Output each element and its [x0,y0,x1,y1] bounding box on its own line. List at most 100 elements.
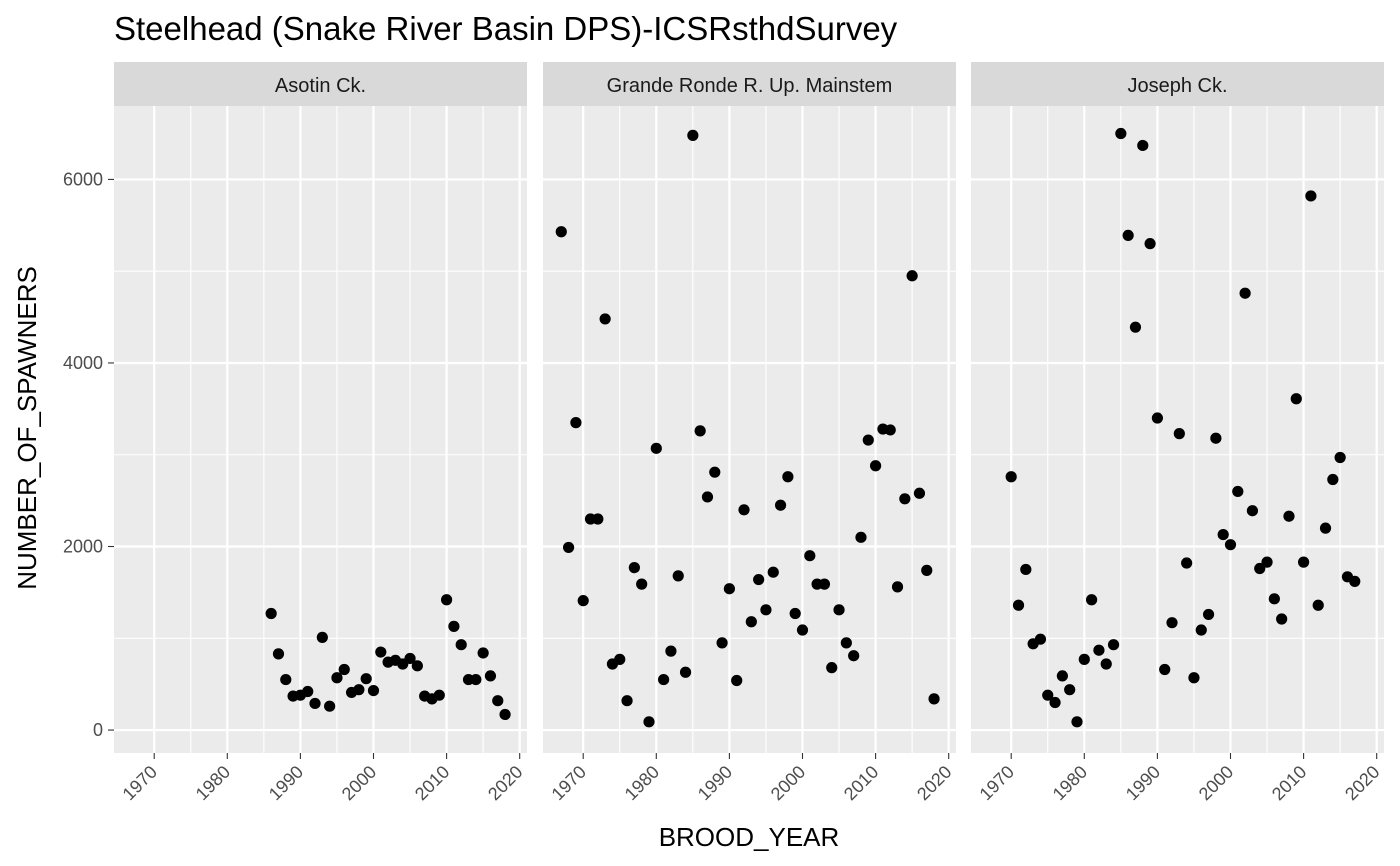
data-point [1239,287,1251,299]
x-tick-label: 1990 [265,762,307,804]
data-point [731,674,743,687]
x-tick-label: 1980 [621,762,663,804]
data-point [470,673,482,686]
data-point [840,637,852,649]
y-tick-label: 2000 [63,537,103,557]
data-point [1166,617,1178,629]
data-point [577,595,589,607]
facet-strip-label: Joseph Ck. [1127,75,1227,97]
data-point [1312,599,1324,611]
data-point [1290,393,1302,405]
y-tick-label: 0 [93,720,103,740]
data-point [1042,689,1054,701]
data-point [592,513,604,525]
data-point [1159,663,1171,676]
data-point [562,541,575,554]
data-point [1005,471,1017,483]
data-point [499,708,511,721]
data-point [1034,633,1047,645]
data-point [1283,510,1295,522]
data-point [701,491,714,503]
data-point [324,700,336,712]
data-point [1276,613,1288,625]
x-tick-label: 2020 [484,762,526,804]
x-tick-label: 1980 [1049,762,1091,804]
data-point [709,466,721,478]
x-tick-label: 2020 [913,762,955,804]
panel-background [114,106,527,753]
data-point [1064,684,1076,696]
data-point [694,425,706,437]
data-point [1020,563,1032,576]
facet-panel: Asotin Ck. 1970 1980 1990 2000 2010 2020 0 2000 4… [63,62,527,804]
data-point [628,562,640,574]
data-point [1268,593,1280,605]
data-point [774,499,787,511]
data-point [404,652,416,665]
data-point [1137,139,1149,152]
facet-strip-label: Asotin Ck. [275,75,366,97]
data-point [789,607,801,620]
x-tick-label: 2010 [1268,762,1310,804]
chart-title: Steelhead (Snake River Basin DPS)-ICSRst… [114,10,898,47]
data-point [280,673,292,686]
x-tick-label: 2020 [1341,762,1383,804]
data-point [1349,575,1361,587]
x-tick-label: 1990 [694,762,736,804]
data-point [818,578,831,590]
data-point [1122,229,1134,241]
data-point [767,566,779,578]
data-point [848,650,860,662]
data-point [738,504,750,516]
data-point [331,672,343,684]
x-tick-label: 1970 [976,762,1018,804]
data-point [855,531,867,543]
data-point [1195,624,1207,636]
data-point [599,313,611,325]
data-point [650,442,662,454]
y-tick-label: 6000 [63,169,103,189]
data-point [1261,556,1273,568]
data-point [899,493,911,505]
data-point [921,564,933,576]
y-tick-label: 4000 [63,353,103,373]
data-point [309,697,321,710]
data-point [367,684,380,697]
data-point [448,620,460,632]
x-tick-label: 1980 [192,762,234,804]
data-point [1246,505,1259,517]
x-tick-label: 2010 [411,762,453,804]
data-point [1217,528,1229,541]
data-point [411,660,423,672]
data-point [360,673,372,685]
data-point [782,471,794,483]
facet-panels: Asotin Ck. 1970 1980 1990 2000 2010 2020 0 2000 4… [63,62,1384,804]
data-point [723,583,735,595]
data-point [1210,432,1222,444]
y-axis-title: NUMBER_OF_SPAWNERS [12,266,42,590]
data-point [1071,716,1083,728]
data-point [658,673,670,686]
data-point [484,670,497,682]
data-point [375,646,387,658]
data-point [614,653,626,665]
data-point [1129,321,1142,333]
data-point [1093,644,1105,656]
data-point [302,685,314,698]
data-point [672,570,684,582]
facet-strip [114,62,527,106]
data-point [826,662,838,674]
data-point [1012,599,1025,611]
data-point [265,607,277,620]
data-point [884,424,896,436]
data-point [796,624,809,636]
data-point [913,487,926,499]
data-point [1334,451,1346,464]
data-point [665,645,677,657]
data-point [1305,190,1317,202]
data-point [891,581,904,593]
data-point [928,693,940,705]
data-point [570,417,582,429]
data-point [687,129,699,141]
data-point [1181,557,1193,569]
